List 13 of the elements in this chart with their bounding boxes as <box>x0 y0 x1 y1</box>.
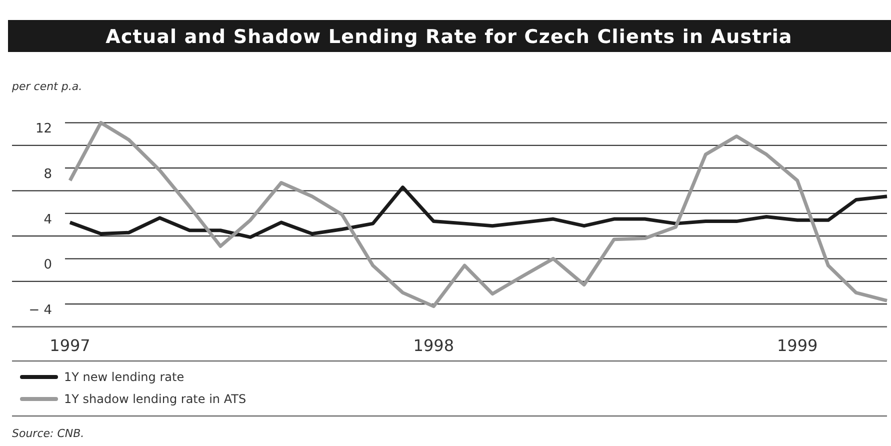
y-tick-label: 0 <box>44 258 52 273</box>
y-tick-label: 4 <box>44 212 52 228</box>
x-tick-label: 1999 <box>776 336 818 355</box>
y-tick-label: − 4 <box>28 303 52 318</box>
x-tick-label: 1997 <box>50 336 90 355</box>
legend-label: 1Y new lending rate <box>64 370 184 384</box>
y-axis-title: per cent p.a. <box>11 80 82 93</box>
source-note: Source: CNB. <box>12 427 84 440</box>
legend-label: 1Y shadow lending rate in ATS <box>64 392 246 406</box>
y-tick-label: 12 <box>35 122 52 137</box>
y-tick-label: 8 <box>44 167 52 182</box>
x-tick-label: 1998 <box>413 336 454 355</box>
chart-title: Actual and Shadow Lending Rate for Czech Clients in Austria <box>106 26 792 48</box>
